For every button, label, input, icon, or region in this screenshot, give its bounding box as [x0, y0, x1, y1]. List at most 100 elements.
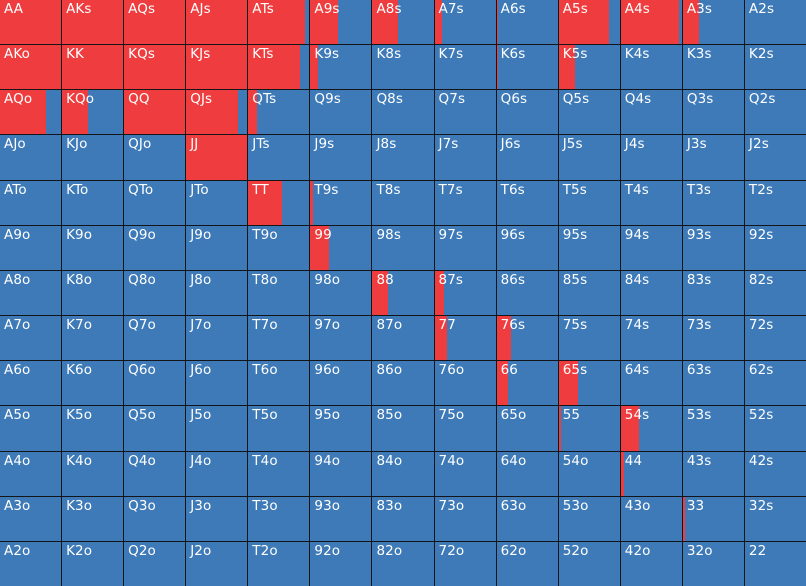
hand-cell[interactable]: Q8o	[124, 270, 186, 316]
hand-cell[interactable]: TT	[248, 180, 310, 225]
hand-cell[interactable]: 63s	[682, 361, 744, 406]
hand-cell[interactable]: 83o	[372, 496, 434, 541]
hand-cell[interactable]: K7o	[62, 316, 124, 361]
hand-cell[interactable]: K8o	[62, 270, 124, 316]
hand-cell[interactable]: 82s	[744, 270, 806, 316]
hand-cell[interactable]: A4s	[620, 0, 682, 45]
hand-cell[interactable]: K3o	[62, 496, 124, 541]
hand-cell[interactable]: T4o	[248, 451, 310, 496]
hand-cell[interactable]: 76s	[496, 316, 558, 361]
hand-cell[interactable]: 86s	[496, 270, 558, 316]
hand-cell[interactable]: AQs	[124, 0, 186, 45]
hand-cell[interactable]: 92s	[744, 225, 806, 270]
hand-cell[interactable]: 55	[558, 406, 620, 451]
hand-cell[interactable]: J4o	[186, 451, 248, 496]
hand-cell[interactable]: A2s	[744, 0, 806, 45]
hand-cell[interactable]: AJs	[186, 0, 248, 45]
hand-cell[interactable]: 44	[620, 451, 682, 496]
hand-cell[interactable]: J5s	[558, 135, 620, 180]
hand-cell[interactable]: 74o	[434, 451, 496, 496]
hand-cell[interactable]: Q7o	[124, 316, 186, 361]
hand-cell[interactable]: Q5o	[124, 406, 186, 451]
hand-cell[interactable]: KTo	[62, 180, 124, 225]
hand-cell[interactable]: JJ	[186, 135, 248, 180]
hand-cell[interactable]: 87o	[372, 316, 434, 361]
hand-cell[interactable]: 98s	[372, 225, 434, 270]
hand-cell[interactable]: KQs	[124, 45, 186, 90]
hand-cell[interactable]: 42o	[620, 541, 682, 586]
hand-cell[interactable]: K8s	[372, 45, 434, 90]
hand-cell[interactable]: ATo	[0, 180, 62, 225]
hand-cell[interactable]: 65s	[558, 361, 620, 406]
hand-cell[interactable]: J7o	[186, 316, 248, 361]
hand-cell[interactable]: T6o	[248, 361, 310, 406]
hand-cell[interactable]: 75s	[558, 316, 620, 361]
hand-cell[interactable]: 66	[496, 361, 558, 406]
hand-cell[interactable]: Q6o	[124, 361, 186, 406]
hand-cell[interactable]: 64o	[496, 451, 558, 496]
hand-cell[interactable]: J6s	[496, 135, 558, 180]
hand-cell[interactable]: 32s	[744, 496, 806, 541]
hand-cell[interactable]: 85o	[372, 406, 434, 451]
hand-cell[interactable]: J4s	[620, 135, 682, 180]
hand-cell[interactable]: K9s	[310, 45, 372, 90]
hand-cell[interactable]: J5o	[186, 406, 248, 451]
hand-cell[interactable]: 72s	[744, 316, 806, 361]
hand-cell[interactable]: 84o	[372, 451, 434, 496]
hand-cell[interactable]: K4o	[62, 451, 124, 496]
hand-cell[interactable]: 32o	[682, 541, 744, 586]
hand-cell[interactable]: 95s	[558, 225, 620, 270]
hand-cell[interactable]: Q2o	[124, 541, 186, 586]
hand-cell[interactable]: J3s	[682, 135, 744, 180]
hand-cell[interactable]: 93s	[682, 225, 744, 270]
hand-cell[interactable]: KJs	[186, 45, 248, 90]
hand-cell[interactable]: A6s	[496, 0, 558, 45]
hand-cell[interactable]: A7o	[0, 316, 62, 361]
hand-cell[interactable]: ATs	[248, 0, 310, 45]
hand-cell[interactable]: K5o	[62, 406, 124, 451]
hand-cell[interactable]: 94o	[310, 451, 372, 496]
hand-cell[interactable]: T2o	[248, 541, 310, 586]
hand-cell[interactable]: A8s	[372, 0, 434, 45]
hand-cell[interactable]: Q3o	[124, 496, 186, 541]
hand-cell[interactable]: AKs	[62, 0, 124, 45]
hand-cell[interactable]: 42s	[744, 451, 806, 496]
hand-cell[interactable]: 54s	[620, 406, 682, 451]
hand-cell[interactable]: K3s	[682, 45, 744, 90]
hand-cell[interactable]: Q4s	[620, 90, 682, 135]
hand-cell[interactable]: Q3s	[682, 90, 744, 135]
hand-cell[interactable]: 33	[682, 496, 744, 541]
hand-cell[interactable]: A8o	[0, 270, 62, 316]
hand-cell[interactable]: A9s	[310, 0, 372, 45]
hand-cell[interactable]: T5s	[558, 180, 620, 225]
hand-cell[interactable]: 83s	[682, 270, 744, 316]
hand-cell[interactable]: 73s	[682, 316, 744, 361]
hand-cell[interactable]: K7s	[434, 45, 496, 90]
hand-cell[interactable]: K2o	[62, 541, 124, 586]
hand-cell[interactable]: 52o	[558, 541, 620, 586]
hand-cell[interactable]: Q9s	[310, 90, 372, 135]
hand-cell[interactable]: 99	[310, 225, 372, 270]
hand-cell[interactable]: AKo	[0, 45, 62, 90]
hand-cell[interactable]: J2o	[186, 541, 248, 586]
hand-cell[interactable]: A5o	[0, 406, 62, 451]
hand-cell[interactable]: 97s	[434, 225, 496, 270]
hand-cell[interactable]: T9o	[248, 225, 310, 270]
hand-cell[interactable]: 73o	[434, 496, 496, 541]
hand-cell[interactable]: T5o	[248, 406, 310, 451]
hand-cell[interactable]: QJo	[124, 135, 186, 180]
hand-cell[interactable]: T7o	[248, 316, 310, 361]
hand-cell[interactable]: 92o	[310, 541, 372, 586]
hand-cell[interactable]: AQo	[0, 90, 62, 135]
hand-cell[interactable]: 76o	[434, 361, 496, 406]
hand-cell[interactable]: T3o	[248, 496, 310, 541]
hand-cell[interactable]: J8o	[186, 270, 248, 316]
hand-cell[interactable]: QQ	[124, 90, 186, 135]
hand-cell[interactable]: Q6s	[496, 90, 558, 135]
hand-cell[interactable]: K4s	[620, 45, 682, 90]
hand-cell[interactable]: KJo	[62, 135, 124, 180]
hand-cell[interactable]: 88	[372, 270, 434, 316]
hand-cell[interactable]: J3o	[186, 496, 248, 541]
hand-cell[interactable]: 86o	[372, 361, 434, 406]
hand-cell[interactable]: K9o	[62, 225, 124, 270]
